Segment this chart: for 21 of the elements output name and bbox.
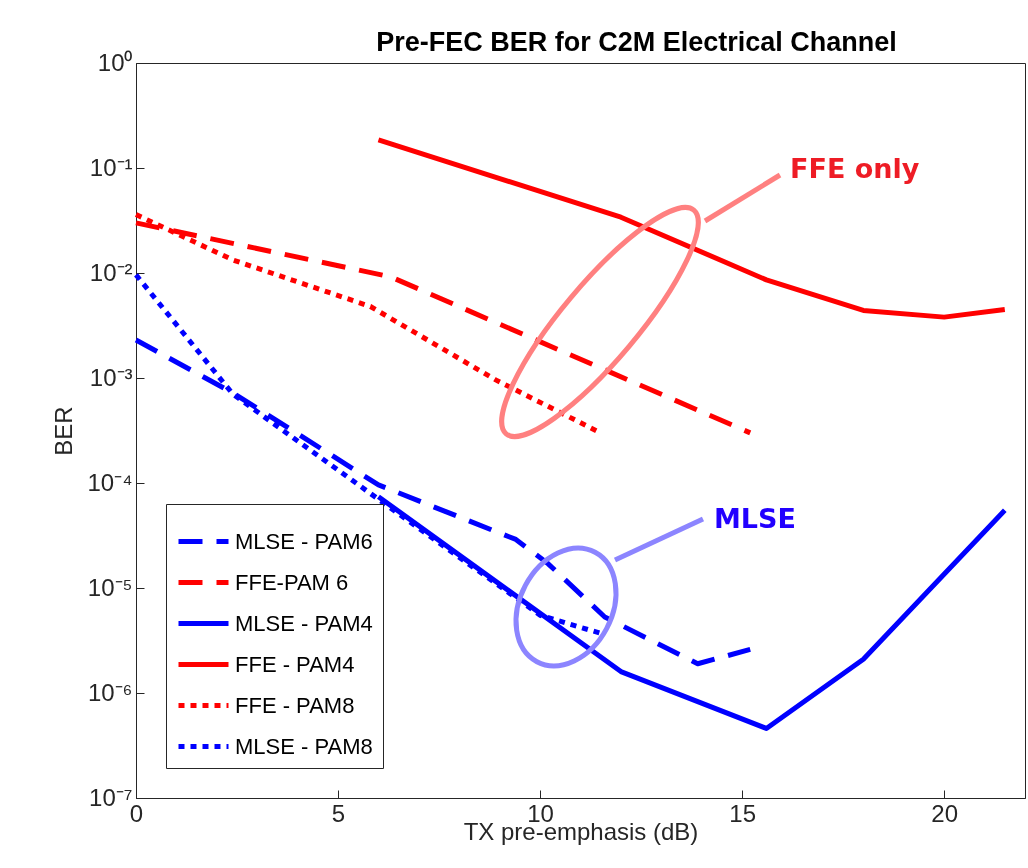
x-tick-label: 15	[729, 799, 756, 827]
y-tick-label: 10⁻¹	[89, 153, 133, 181]
x-tick-label: 20	[931, 799, 959, 827]
y-tick-label: 10⁻⁴	[87, 468, 133, 496]
y-tick-label: 10⁻³	[89, 363, 133, 391]
y-tick-label: 10⁰	[97, 48, 133, 76]
x-tick-label: 5	[331, 799, 346, 827]
chart-title: Pre-FEC BER for C2M Electrical Channel	[376, 27, 897, 57]
legend-label: FFE - PAM4	[235, 651, 355, 677]
legend-label: MLSE - PAM6	[235, 528, 373, 554]
y-tick-label: 10⁻²	[89, 258, 133, 286]
x-tick-label: 0	[129, 799, 144, 827]
legend-label: FFE-PAM 6	[235, 569, 349, 595]
legend-label: MLSE - PAM8	[235, 733, 373, 759]
y-axis-title: BER	[50, 406, 78, 456]
legend-label: MLSE - PAM4	[235, 610, 373, 636]
legend-label: FFE - PAM8	[235, 692, 355, 718]
y-tick-label: 10⁻⁶	[87, 678, 133, 706]
annotation: MLSE	[714, 502, 796, 534]
y-tick-label: 10⁻⁵	[87, 573, 133, 601]
annotation: FFE only	[790, 152, 920, 184]
